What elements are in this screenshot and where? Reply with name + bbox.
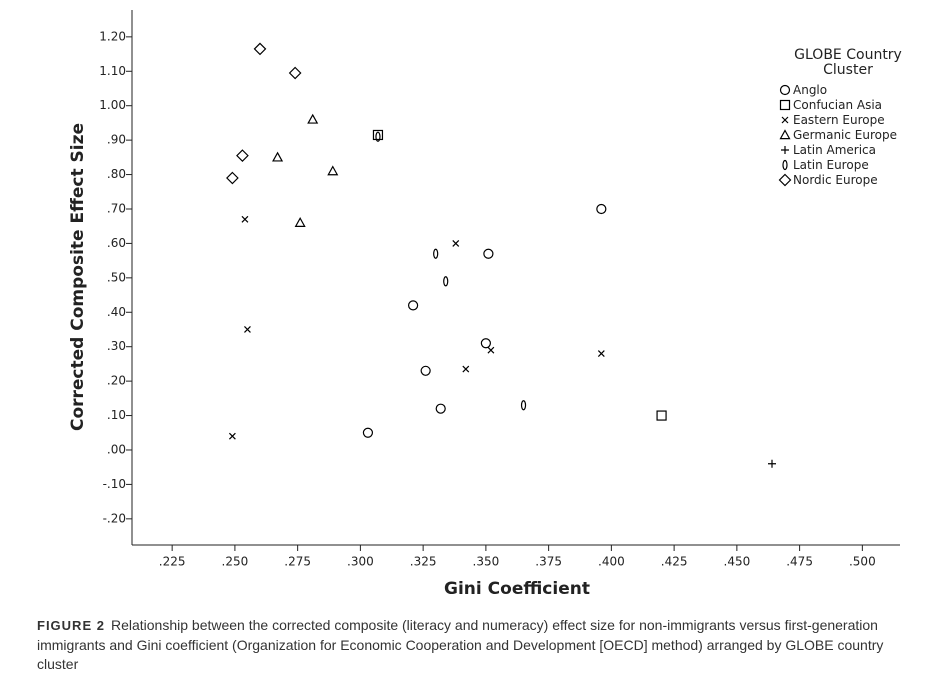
marker-triangle: [327, 165, 339, 176]
marker-triangle: [307, 113, 319, 124]
marker-ellipse: [782, 159, 788, 170]
y-tick-label: 1.10: [99, 64, 126, 78]
y-tick-label: .00: [107, 442, 126, 456]
marker-x: [244, 326, 251, 333]
marker-triangle: [779, 128, 791, 139]
marker-triangle: [272, 151, 284, 162]
y-tick-label: .70: [107, 201, 126, 215]
x-tick-label: .275: [284, 555, 311, 569]
legend-title: GLOBE Country Cluster: [794, 47, 902, 78]
legend-icon: [781, 145, 789, 154]
y-tick-label: .10: [107, 408, 126, 422]
marker-x: [452, 239, 460, 247]
marker-x: [462, 365, 470, 373]
marker-ellipse: [520, 400, 527, 411]
legend-label: Latin America: [793, 142, 876, 157]
y-tick-label: .30: [107, 339, 126, 353]
marker-circle: [779, 84, 791, 95]
marker-circle: [596, 203, 607, 215]
marker-circle: [480, 338, 491, 349]
legend-icon: [779, 84, 791, 95]
y-axis-title: Corrected Composite Effect Size: [68, 123, 88, 431]
marker-circle: [435, 403, 446, 414]
legend-label: Germanic Europe: [793, 127, 897, 142]
x-tick-label: .425: [661, 555, 688, 569]
marker-ellipse: [443, 276, 449, 287]
marker-square: [372, 129, 384, 141]
legend-item: Confucian Asia: [770, 97, 920, 112]
legend-item: Latin America: [770, 142, 920, 157]
y-tick-label: .50: [107, 270, 126, 284]
marker-x: [781, 116, 789, 123]
marker-triangle: [294, 217, 306, 227]
marker-diamond: [288, 66, 302, 80]
y-tick-label: .80: [107, 167, 126, 181]
marker-diamond: [236, 149, 249, 162]
legend-item: Nordic Europe: [770, 172, 920, 187]
y-tick-label: .40: [107, 305, 126, 319]
marker-circle: [420, 365, 431, 376]
legend-item: Latin Europe: [770, 157, 920, 172]
marker-circle: [407, 300, 419, 311]
legend-icon: [779, 99, 791, 110]
y-tick-label: .90: [107, 133, 126, 147]
marker-diamond: [226, 171, 239, 185]
marker-diamond: [778, 173, 792, 186]
marker-ellipse: [375, 131, 381, 142]
marker-diamond: [253, 42, 267, 56]
x-tick-label: .325: [410, 555, 437, 569]
y-tick-label: .60: [107, 236, 126, 250]
x-tick-label: .350: [473, 555, 500, 569]
legend-icon: [781, 116, 789, 123]
y-tick-label: 1.20: [99, 29, 126, 43]
marker-ellipse: [433, 248, 439, 259]
marker-plus: [781, 145, 789, 154]
x-tick-label: .450: [724, 555, 751, 569]
caption: FIGURE 2 Relationship between the correct…: [37, 616, 917, 675]
marker-square: [656, 410, 667, 421]
x-tick-label: .400: [598, 555, 625, 569]
legend-item: Eastern Europe: [770, 112, 920, 127]
y-tick-label: -.20: [103, 511, 126, 525]
caption-label: FIGURE 2: [37, 618, 105, 633]
marker-plus: [768, 459, 776, 468]
legend-item: Germanic Europe: [770, 127, 920, 142]
legend-label: Nordic Europe: [793, 172, 878, 187]
x-tick-label: .475: [786, 555, 813, 569]
marker-circle: [362, 427, 374, 438]
legend-icon: [778, 173, 792, 186]
marker-x: [241, 215, 249, 223]
legend-icon: [782, 159, 788, 170]
legend-label: Anglo: [793, 82, 828, 97]
legend-label: Latin Europe: [793, 157, 869, 172]
x-tick-label: .500: [849, 555, 876, 569]
x-tick-label: .225: [159, 555, 186, 569]
y-tick-label: -.10: [103, 477, 126, 491]
legend-icon: [779, 128, 791, 139]
legend: GLOBE Country Cluster Anglo Confucian Asi…: [770, 48, 920, 187]
x-tick-label: .300: [347, 555, 374, 569]
legend-item: Anglo: [770, 82, 920, 97]
legend-label: Confucian Asia: [793, 97, 883, 112]
marker-x: [597, 350, 605, 358]
y-tick-label: 1.00: [99, 98, 126, 112]
x-tick-label: .375: [535, 555, 562, 569]
y-tick-label: .20: [107, 374, 126, 388]
marker-circle: [483, 248, 494, 259]
x-axis-title: Gini Coefficient: [444, 579, 590, 599]
legend-label: Eastern Europe: [793, 112, 885, 127]
marker-x: [228, 432, 236, 440]
x-tick-label: .250: [222, 555, 249, 569]
marker-square: [779, 99, 791, 110]
marker-x: [487, 346, 495, 354]
chart: Gini Coefficient Corrected Composite Eff…: [68, 10, 900, 599]
caption-text: Relationship between the corrected compo…: [37, 617, 884, 672]
